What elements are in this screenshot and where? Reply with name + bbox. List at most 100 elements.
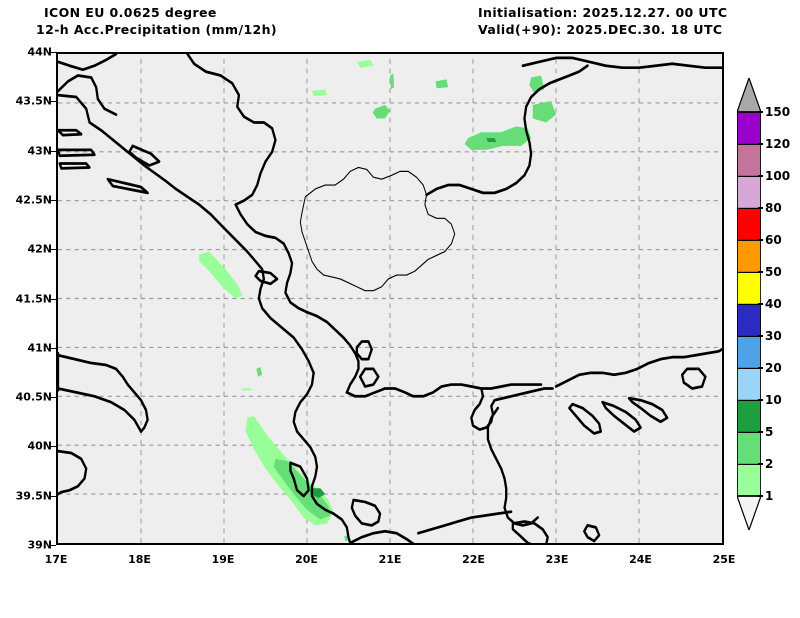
map-svg <box>58 54 722 543</box>
x-axis-tick-label: 22E <box>462 553 485 566</box>
colorbar-tick <box>758 367 763 369</box>
precip-patch <box>532 100 556 123</box>
y-axis-tick-label: 40N <box>27 439 52 453</box>
x-axis-tick-label: 25E <box>712 553 736 566</box>
map-gridlines <box>58 54 722 543</box>
colorbar-tick-label: 150 <box>765 105 791 119</box>
precip-patch <box>256 366 263 377</box>
colorbar-tick-label: 1 <box>765 489 774 503</box>
y-axis-tick <box>50 199 56 201</box>
colorbar-tick-label: 100 <box>765 169 791 183</box>
y-axis-tick-label: 41N <box>27 341 52 355</box>
y-axis-tick-label: 41.5N <box>15 292 52 305</box>
colorbar-band <box>737 367 761 402</box>
colorbar-tick <box>758 303 763 305</box>
precip-patch <box>311 89 327 97</box>
y-axis-tick-label: 43.5N <box>15 94 52 108</box>
y-axis-tick <box>50 397 56 399</box>
y-axis-tick-label: 39N <box>27 538 52 552</box>
colorbar-under-arrow <box>737 495 761 530</box>
colorbar-tick <box>758 207 763 209</box>
y-axis-tick <box>50 545 56 546</box>
y-axis-tick-label: 42.5N <box>15 193 52 207</box>
colorbar-tick <box>758 239 763 241</box>
y-axis-labels: 39N 39.5N 40N 40.5N 41N 41.5N 42N 42.5N 43N 43.5N… <box>0 46 56 552</box>
colorbar-tick <box>758 111 763 113</box>
colorbar-band <box>737 303 761 338</box>
y-axis-tick <box>50 52 56 53</box>
map-canvas <box>58 54 722 543</box>
colorbar-tick-label: 30 <box>765 329 782 343</box>
colorbar-tick-label: 120 <box>765 137 791 151</box>
y-axis-tick <box>50 347 56 349</box>
precip-patch <box>199 251 243 299</box>
x-axis-labels: 17E 18E 19E 20E 21E 22E 23E 24E 25E <box>45 548 736 566</box>
x-axis-tick-label: 17E <box>44 553 68 566</box>
colorbar-labels: 1 2 5 10 20 30 40 50 60 80 100 120 150 <box>758 78 800 530</box>
y-axis-tick <box>50 446 56 448</box>
colorbar-tick <box>758 495 763 497</box>
colorbar-tick-label: 50 <box>765 265 782 279</box>
x-axis-tick-label: 24E <box>629 553 652 566</box>
x-axis-tick-label: 18E <box>128 553 151 566</box>
precip-patch <box>310 488 326 499</box>
y-axis-tick-label: 39.5N <box>15 489 52 503</box>
header-initialisation: Initialisation: 2025.12.27. 00 UTC <box>478 5 728 20</box>
y-axis-tick-label: 43N <box>27 144 52 158</box>
y-axis-tick <box>50 495 56 497</box>
map-plot-area <box>56 52 724 545</box>
colorbar-band <box>737 143 761 178</box>
colorbar-band <box>737 431 761 466</box>
precip-patch <box>372 104 390 119</box>
colorbar-tick-label: 5 <box>765 425 774 439</box>
y-axis-tick-label: 44N <box>27 45 52 59</box>
header-valid-time: Valid(+90): 2025.DEC.30. 18 UTC <box>478 22 723 37</box>
map-coastlines <box>58 54 722 543</box>
colorbar-tick-label: 20 <box>765 361 782 375</box>
colorbar-tick <box>758 463 763 465</box>
colorbar-tick-label: 60 <box>765 233 782 247</box>
header-model-title: ICON EU 0.0625 degree <box>44 5 217 20</box>
colorbar <box>737 78 761 530</box>
y-axis-tick <box>50 150 56 152</box>
colorbar-tick <box>758 271 763 273</box>
x-axis-tick-label: 19E <box>211 553 235 566</box>
y-axis-tick <box>50 101 56 103</box>
colorbar-outline <box>737 111 761 497</box>
x-axis-tick-label: 20E <box>295 553 318 566</box>
colorbar-over-arrow <box>737 78 761 113</box>
colorbar-band <box>737 463 761 498</box>
colorbar-tick <box>758 175 763 177</box>
colorbar-band <box>737 399 761 434</box>
y-axis-tick <box>50 298 56 300</box>
y-axis-tick-label: 42N <box>27 242 52 256</box>
precip-patch <box>464 126 532 150</box>
colorbar-tick <box>758 335 763 337</box>
header-field-title: 12-h Acc.Precipitation (mm/12h) <box>36 22 278 37</box>
colorbar-band <box>737 335 761 370</box>
precip-patch <box>356 59 374 68</box>
precip-patch <box>486 138 497 143</box>
colorbar-svg <box>737 78 761 530</box>
colorbar-tick <box>758 431 763 433</box>
x-axis-tick-label: 21E <box>378 553 402 566</box>
colorbar-tick <box>758 143 763 145</box>
colorbar-band <box>737 111 761 146</box>
x-axis-tick-label: 23E <box>545 553 569 566</box>
colorbar-tick-label: 2 <box>765 457 774 471</box>
colorbar-band <box>737 271 761 306</box>
colorbar-band <box>737 207 761 242</box>
colorbar-tick <box>758 399 763 401</box>
y-axis-tick-label: 40.5N <box>15 390 52 404</box>
precip-patch <box>242 388 252 391</box>
colorbar-tick-label: 80 <box>765 201 782 215</box>
precip-patch <box>435 79 449 89</box>
colorbar-tick-label: 40 <box>765 297 782 311</box>
precipitation-field <box>199 59 556 542</box>
precip-patch <box>390 73 395 90</box>
colorbar-band <box>737 175 761 210</box>
colorbar-tick-label: 10 <box>765 393 782 407</box>
colorbar-band <box>737 239 761 274</box>
y-axis-tick <box>50 249 56 251</box>
